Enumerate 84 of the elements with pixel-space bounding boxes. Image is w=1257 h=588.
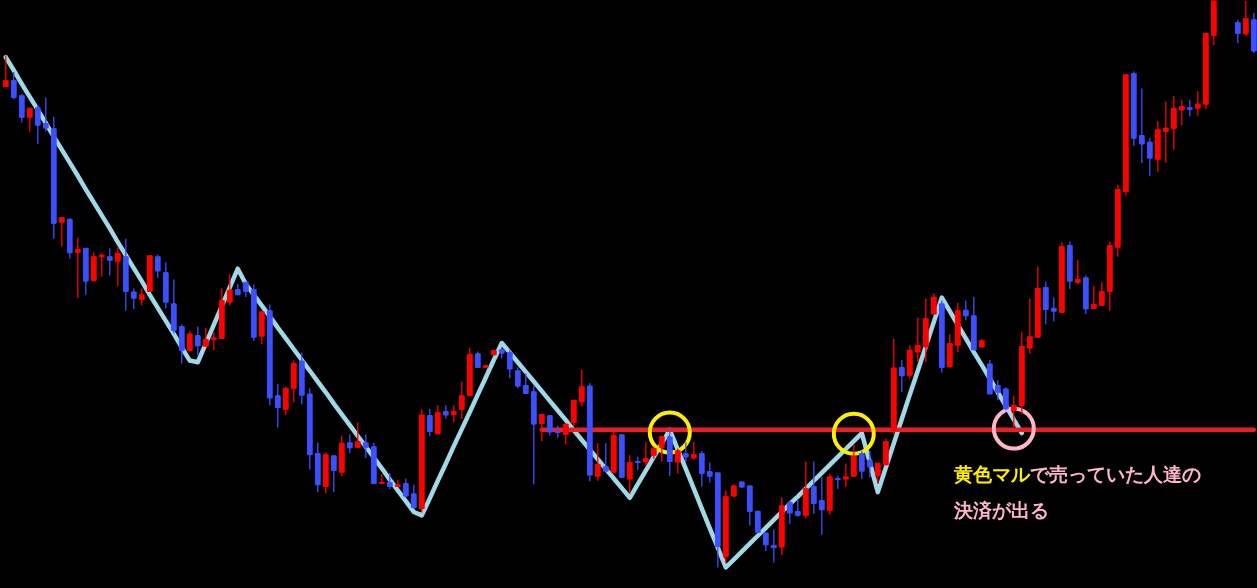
candlestick xyxy=(26,107,33,133)
candlestick xyxy=(1090,285,1097,310)
candlestick xyxy=(458,380,465,420)
candlestick xyxy=(658,435,665,463)
candlestick xyxy=(562,423,569,446)
candlestick xyxy=(130,287,137,310)
candlestick xyxy=(114,246,121,287)
candlestick xyxy=(514,366,521,389)
candlestick xyxy=(994,379,1001,401)
candlestick xyxy=(762,532,769,552)
candlestick xyxy=(914,316,921,363)
candlestick xyxy=(578,368,585,408)
candlestick xyxy=(1170,95,1177,151)
candlestick xyxy=(1074,258,1081,286)
candlestick xyxy=(1234,19,1241,44)
candlestick xyxy=(698,450,705,488)
candlestick xyxy=(842,463,849,488)
candlestick xyxy=(98,252,105,278)
candlestick xyxy=(34,104,41,145)
candlestick xyxy=(10,71,17,100)
candlestick xyxy=(2,54,9,88)
candlestick xyxy=(58,217,65,248)
candlestick xyxy=(274,383,281,429)
candlestick xyxy=(1042,281,1049,325)
candlestick xyxy=(178,323,185,365)
candlestick xyxy=(18,93,25,124)
candlestick xyxy=(1010,395,1017,429)
candlestick xyxy=(434,404,441,436)
candlestick xyxy=(882,438,889,466)
candlestick xyxy=(194,325,201,357)
candlestick xyxy=(346,433,353,454)
candlestick xyxy=(42,96,49,133)
candlestick xyxy=(770,528,777,564)
candlestick xyxy=(282,385,289,416)
candlestick xyxy=(354,421,361,449)
candlestick xyxy=(330,455,337,493)
candlestick xyxy=(154,253,161,279)
candlestick xyxy=(866,450,873,479)
candlestick xyxy=(594,442,601,482)
candlestick xyxy=(426,408,433,437)
annotation: 決済が出る xyxy=(952,498,1049,521)
candlestick xyxy=(818,476,825,536)
candlestick xyxy=(74,236,81,299)
candlestick xyxy=(930,292,937,315)
candlestick xyxy=(1138,87,1145,164)
candlestick xyxy=(506,349,513,379)
candlestick xyxy=(210,331,217,351)
candlestick xyxy=(106,247,113,277)
annotation: 黄色マル xyxy=(952,462,1031,485)
candlestick xyxy=(786,499,793,525)
candlestick xyxy=(962,299,969,321)
annotation: で売っていた人達の xyxy=(1029,462,1201,485)
candlestick xyxy=(90,251,97,282)
candlestick xyxy=(546,414,553,437)
candlestick xyxy=(602,442,609,473)
candlestick xyxy=(226,273,233,307)
candlestick xyxy=(682,441,689,463)
candlestick xyxy=(874,462,881,485)
candlestick xyxy=(1026,298,1033,355)
candlestick xyxy=(1002,386,1009,412)
candlestick xyxy=(402,477,409,498)
candlestick xyxy=(674,447,681,475)
candlestick xyxy=(642,441,649,467)
candlestick xyxy=(690,440,697,461)
candlestick xyxy=(850,443,857,477)
candlestick xyxy=(1194,90,1201,117)
candlestick xyxy=(1162,100,1169,164)
candlestick xyxy=(946,333,953,369)
candlestick xyxy=(810,460,817,515)
candlestick xyxy=(626,454,633,495)
candlestick xyxy=(362,433,369,459)
candlestick xyxy=(538,413,545,442)
candlestick xyxy=(754,509,761,534)
candlestick xyxy=(1050,296,1057,323)
candlestick xyxy=(898,359,905,393)
candlestick xyxy=(1242,0,1249,37)
candlestick xyxy=(858,450,865,480)
candlestick xyxy=(1178,99,1185,126)
candlestick xyxy=(706,461,713,484)
candlestick xyxy=(1098,281,1105,307)
candlestick xyxy=(410,484,417,510)
candlestick xyxy=(570,399,577,427)
candlestick xyxy=(202,327,209,348)
candlestick xyxy=(1146,137,1153,177)
